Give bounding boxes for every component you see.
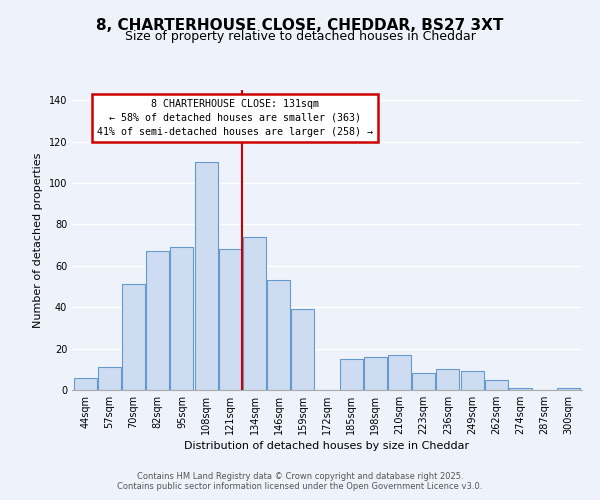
Bar [219,250,242,390]
Text: Contains public sector information licensed under the Open Government Licence v3: Contains public sector information licen… [118,482,482,491]
Bar [146,252,169,390]
Bar [170,247,193,390]
Text: 8 CHARTERHOUSE CLOSE: 131sqm
← 58% of detached houses are smaller (363)
41% of s: 8 CHARTERHOUSE CLOSE: 131sqm ← 58% of de… [97,99,373,137]
Text: Size of property relative to detached houses in Cheddar: Size of property relative to detached ho… [125,30,475,43]
Bar [292,310,314,390]
Bar [364,357,387,390]
Bar [194,162,218,390]
Text: 8, CHARTERHOUSE CLOSE, CHEDDAR, BS27 3XT: 8, CHARTERHOUSE CLOSE, CHEDDAR, BS27 3XT [97,18,503,32]
Bar [436,370,460,390]
Bar [340,359,362,390]
Bar [388,355,411,390]
Bar [98,367,121,390]
Bar [509,388,532,390]
Bar [557,388,580,390]
Bar [461,372,484,390]
Bar [243,237,266,390]
Text: Contains HM Land Registry data © Crown copyright and database right 2025.: Contains HM Land Registry data © Crown c… [137,472,463,481]
X-axis label: Distribution of detached houses by size in Cheddar: Distribution of detached houses by size … [184,441,470,451]
Bar [122,284,145,390]
Bar [74,378,97,390]
Bar [485,380,508,390]
Bar [267,280,290,390]
Y-axis label: Number of detached properties: Number of detached properties [33,152,43,328]
Bar [412,374,435,390]
